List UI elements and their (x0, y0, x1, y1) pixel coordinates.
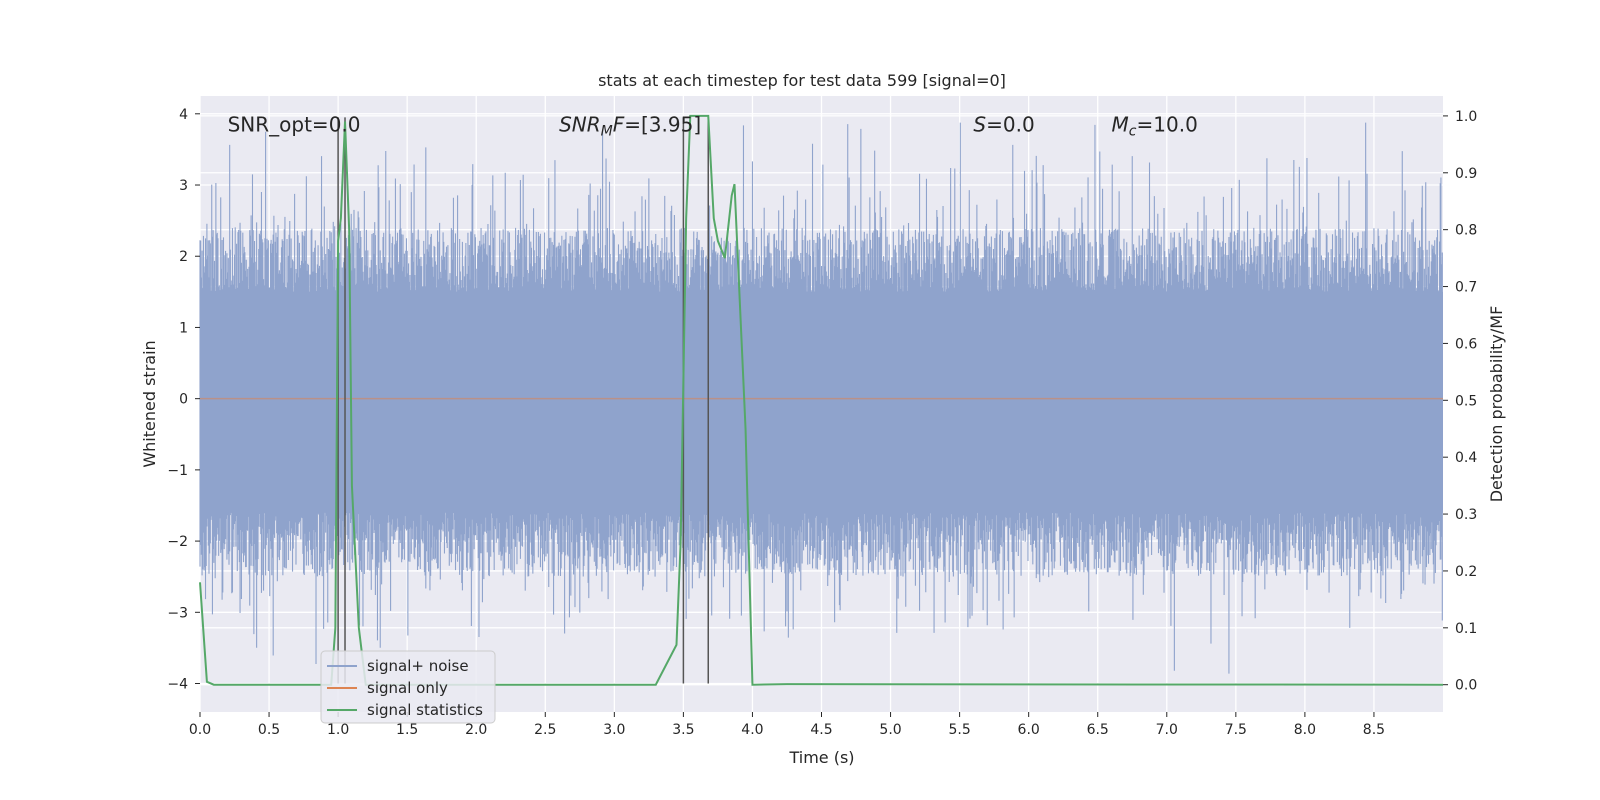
x-tick-label: 0.5 (258, 722, 280, 738)
legend-box (320, 650, 496, 724)
stats-line (199, 114, 1444, 686)
y-axis-title: Whitened strain (140, 340, 159, 467)
annotation-mc: Mc=10.0 (1112, 112, 1198, 139)
legend-signal-label: signal only (367, 679, 448, 697)
noise-series (199, 122, 1443, 674)
y2-tick-label: 0.4 (1455, 450, 1477, 466)
y-tick-label: −1 (167, 463, 188, 479)
y2-tick-label: 0.0 (1455, 678, 1477, 694)
x-axis-ticks: 0.0 0.5 1.0 1.5 2.0 2.5 3.0 3.5 4.0 4.5 5.0 5.5 6.0 6… (189, 712, 1385, 738)
y2-tick-label: 0.3 (1455, 507, 1477, 523)
x-tick-label: 4.5 (810, 722, 832, 738)
y2-tick-label: 0.8 (1455, 223, 1477, 239)
annotation-s: S=0.0 (973, 112, 1034, 136)
x-tick-label: 3.0 (603, 722, 625, 738)
x-tick-label: 7.0 (1156, 722, 1178, 738)
y-tick-label: 0 (179, 392, 188, 408)
annotation-snr-mf: SNRMF=[3.95] (559, 112, 701, 139)
x-tick-label: 5.0 (879, 722, 901, 738)
y-tick-label: 3 (179, 178, 188, 194)
x-tick-label: 3.5 (672, 722, 694, 738)
y-tick-label: −4 (167, 677, 188, 693)
y-tick-label: 4 (179, 107, 188, 123)
y2-tick-label: 1.0 (1455, 109, 1477, 125)
y2-axis-ticks: 1.0 0.9 0.8 0.7 0.6 0.5 0.4 0.3 0.2 0.1 0.0 (1443, 109, 1477, 694)
x-tick-label: 2.0 (465, 722, 487, 738)
annotation-snr-opt: SNR_opt=0.0 (228, 112, 361, 136)
y-tick-label: −3 (167, 605, 188, 621)
x-tick-label: 1.5 (396, 722, 418, 738)
chart-title: stats at each timestep for test data 599… (598, 71, 1006, 90)
x-tick-label: 2.5 (534, 722, 556, 738)
x-tick-label: 8.0 (1294, 722, 1316, 738)
y-tick-label: −2 (167, 534, 188, 550)
legend-noise-label: signal+ noise (367, 657, 469, 675)
y2-axis-title: Detection probability/MF (1487, 306, 1506, 503)
x-tick-label: 4.0 (741, 722, 763, 738)
y2-tick-label: 0.5 (1455, 393, 1477, 409)
x-tick-label: 6.0 (1018, 722, 1040, 738)
x-tick-label: 0.0 (189, 722, 211, 738)
stats-series (199, 114, 1444, 686)
legend-stats-label: signal statistics (367, 701, 483, 719)
y2-tick-label: 0.6 (1455, 336, 1477, 352)
x-tick-label: 5.5 (948, 722, 970, 738)
x-tick-label: 7.5 (1225, 722, 1247, 738)
x-axis-title: Time (s) (788, 748, 854, 767)
y2-tick-label: 0.2 (1455, 564, 1477, 580)
x-tick-label: 8.5 (1363, 722, 1385, 738)
y-tick-label: 2 (179, 249, 188, 265)
annotations: SNR_opt=0.0 SNRMF=[3.95] S=0.0 Mc=10.0 (228, 112, 1198, 139)
y2-tick-label: 0.1 (1455, 621, 1477, 637)
y2-tick-label: 0.7 (1455, 280, 1477, 296)
x-tick-label: 1.0 (327, 722, 349, 738)
x-tick-label: 6.5 (1087, 722, 1109, 738)
y2-tick-label: 0.9 (1455, 166, 1477, 182)
legend: signal+ noise signal only signal statistic… (320, 650, 496, 724)
y-tick-label: 1 (179, 320, 188, 336)
y-axis-ticks: 4 3 2 1 0 −1 −2 −3 −4 (167, 107, 200, 693)
